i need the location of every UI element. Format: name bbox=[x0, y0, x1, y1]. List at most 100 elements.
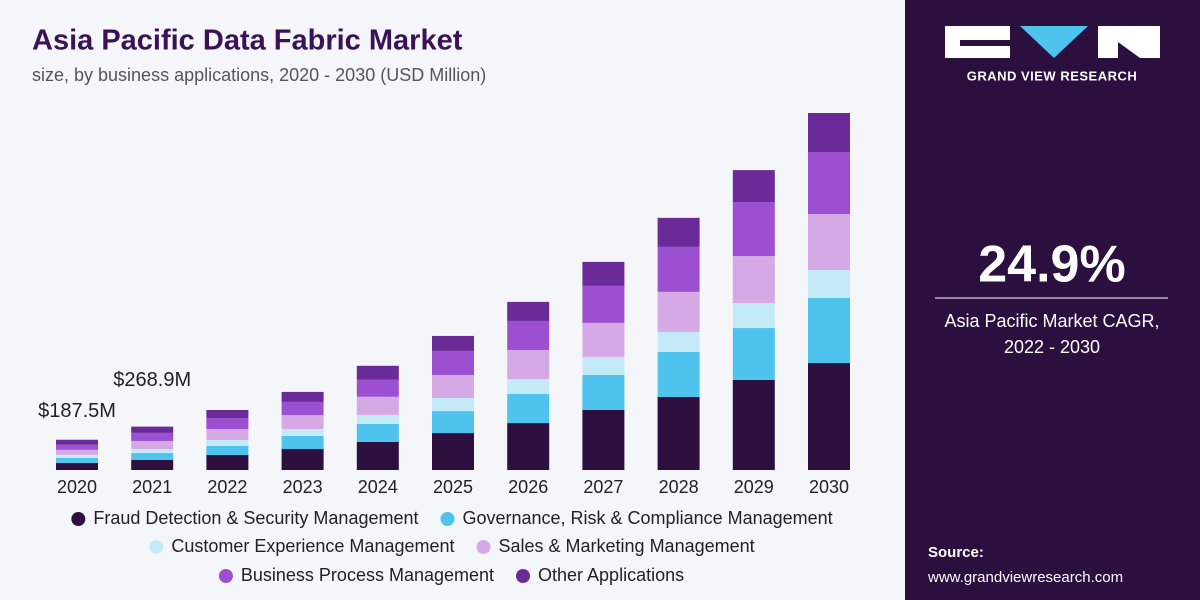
bar-segment bbox=[131, 440, 174, 450]
x-tick-label: 2027 bbox=[583, 477, 623, 497]
bar-segment bbox=[507, 320, 550, 350]
legend-swatch bbox=[440, 512, 455, 526]
bar-segment bbox=[808, 113, 850, 153]
bar-segment bbox=[507, 423, 550, 470]
bar-segment bbox=[432, 335, 474, 351]
x-tick-label: 2026 bbox=[508, 477, 548, 497]
bar-segment bbox=[732, 256, 775, 304]
bar-segment bbox=[732, 379, 775, 470]
bar-segment bbox=[432, 433, 474, 470]
cagr-label: 2022 - 2030 bbox=[1004, 337, 1100, 357]
bar-segment bbox=[582, 261, 625, 286]
bar-segment bbox=[507, 379, 550, 395]
bar-segment bbox=[281, 449, 324, 470]
legend-label: Governance, Risk & Compliance Management bbox=[462, 508, 832, 528]
x-tick-label: 2028 bbox=[659, 477, 699, 497]
bar-segment bbox=[582, 374, 625, 410]
bar-segment bbox=[808, 298, 850, 364]
bar-segment bbox=[281, 391, 324, 402]
bar-segment bbox=[657, 351, 700, 397]
bar-segment bbox=[56, 439, 98, 445]
brand: GRAND VIEW RESEARCH bbox=[967, 68, 1138, 83]
bar-segment bbox=[281, 429, 324, 436]
bar-segment bbox=[732, 170, 775, 203]
legend-swatch bbox=[218, 569, 233, 583]
bar-segment bbox=[131, 453, 174, 460]
bar-segment bbox=[56, 457, 98, 463]
bar-segment bbox=[432, 398, 474, 412]
bar-segment bbox=[507, 301, 550, 321]
legend-swatch bbox=[149, 540, 164, 554]
bar-segment bbox=[808, 363, 850, 470]
cagr-label: Asia Pacific Market CAGR, bbox=[944, 311, 1159, 331]
bar-segment bbox=[56, 462, 98, 470]
annotation: $268.9M bbox=[113, 369, 191, 391]
bar-segment bbox=[356, 379, 399, 397]
bar-segment bbox=[657, 217, 700, 247]
bar-segment bbox=[206, 445, 249, 455]
bar-segment bbox=[808, 152, 850, 214]
bar-segment bbox=[356, 441, 399, 470]
legend-label: Other Applications bbox=[538, 565, 684, 585]
x-tick-label: 2024 bbox=[358, 477, 398, 497]
bar-segment bbox=[206, 418, 249, 430]
bar-segment bbox=[582, 285, 625, 323]
legend-label: Fraud Detection & Security Management bbox=[93, 508, 418, 528]
legend-swatch bbox=[476, 540, 491, 554]
bar-segment bbox=[131, 449, 174, 454]
bar-segment bbox=[206, 429, 249, 440]
bar-segment bbox=[432, 411, 474, 434]
bar-segment bbox=[131, 432, 174, 441]
bar-segment bbox=[206, 439, 249, 446]
chart-title: Asia Pacific Data Fabric Market bbox=[32, 25, 463, 57]
bar-segment bbox=[657, 291, 700, 332]
bar-segment bbox=[56, 449, 98, 455]
bar-segment bbox=[582, 409, 625, 470]
cagr-value: 24.9% bbox=[978, 236, 1125, 294]
bar-segment bbox=[206, 409, 249, 419]
bar-segment bbox=[657, 331, 700, 352]
bar-segment bbox=[131, 426, 174, 433]
bar-segment bbox=[281, 435, 324, 450]
legend-swatch bbox=[516, 569, 531, 583]
x-tick-label: 2025 bbox=[433, 477, 473, 497]
bar-segment bbox=[432, 350, 474, 375]
bar-segment bbox=[356, 414, 399, 424]
bar-segment bbox=[732, 303, 775, 329]
chart-subtitle: size, by business applications, 2020 - 2… bbox=[32, 65, 486, 85]
x-tick-label: 2022 bbox=[207, 477, 247, 497]
legend-label: Customer Experience Management bbox=[171, 536, 454, 556]
bar-segment bbox=[281, 414, 324, 430]
bar-segment bbox=[808, 213, 850, 270]
x-tick-label: 2029 bbox=[734, 477, 774, 497]
source-url: www.grandviewresearch.com bbox=[927, 569, 1123, 586]
bar-segment bbox=[732, 328, 775, 380]
bar-segment bbox=[356, 423, 399, 442]
x-tick-label: 2020 bbox=[57, 477, 97, 497]
bar-segment bbox=[356, 365, 399, 380]
bar-segment bbox=[657, 396, 700, 470]
source-label: Source: bbox=[928, 544, 984, 561]
bar-segment bbox=[582, 356, 625, 375]
bar-segment bbox=[507, 349, 550, 380]
sidebar bbox=[905, 0, 1200, 600]
x-tick-label: 2030 bbox=[809, 477, 849, 497]
x-tick-label: 2021 bbox=[132, 477, 172, 497]
logo bbox=[945, 26, 1160, 58]
bar-segment bbox=[56, 444, 98, 450]
annotation: $187.5M bbox=[38, 400, 116, 422]
bar-segment bbox=[657, 246, 700, 292]
legend-label: Sales & Marketing Management bbox=[499, 536, 755, 556]
legend-swatch bbox=[71, 512, 86, 526]
bar-segment bbox=[281, 401, 324, 415]
bar-segment bbox=[56, 454, 98, 458]
bar-segment bbox=[206, 454, 249, 470]
bar-segment bbox=[432, 374, 474, 399]
legend-label: Business Process Management bbox=[241, 565, 494, 585]
bar-segment bbox=[808, 269, 850, 299]
bar-segment bbox=[356, 396, 399, 415]
bar-segment bbox=[732, 202, 775, 257]
bar-segment bbox=[131, 459, 174, 470]
